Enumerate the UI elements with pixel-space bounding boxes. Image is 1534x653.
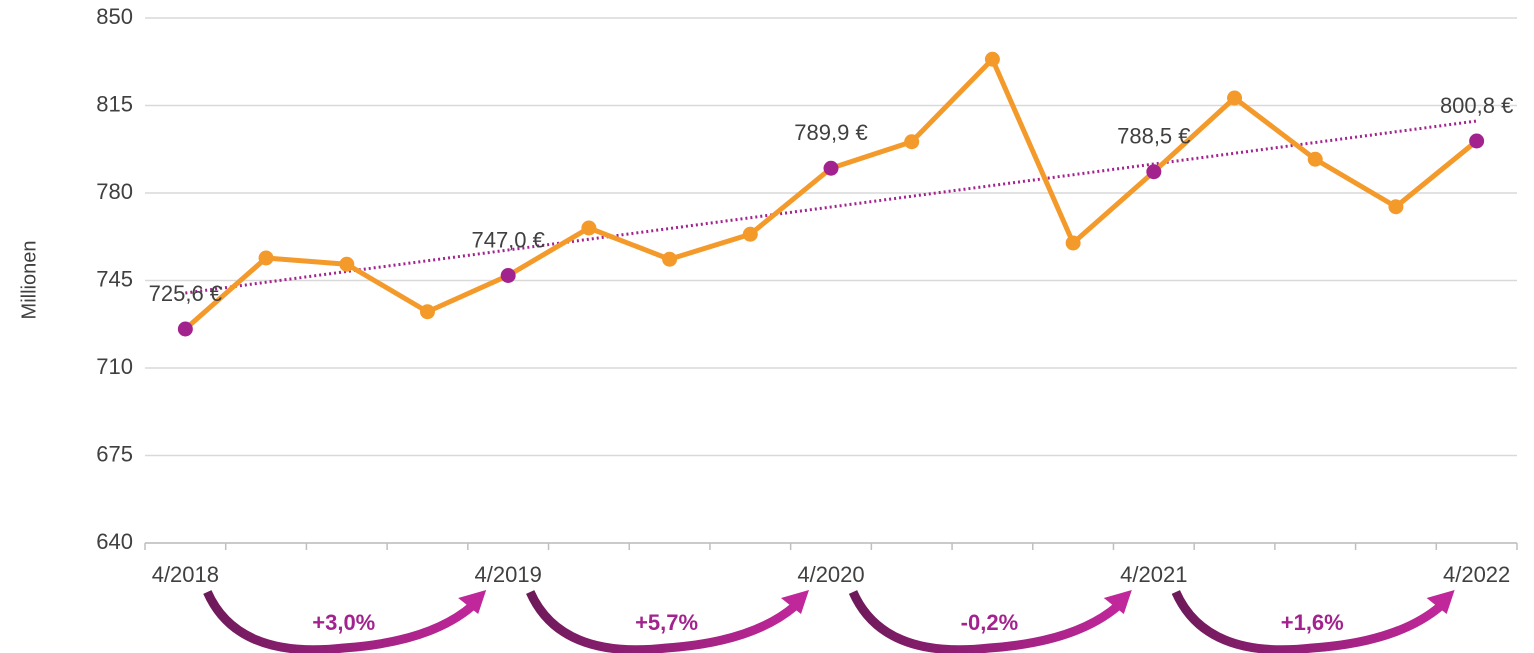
y-tick-label: 780 xyxy=(96,179,133,204)
x-tick-label: 4/2019 xyxy=(475,562,542,587)
x-tick-label: 4/2018 xyxy=(152,562,219,587)
y-tick-label: 675 xyxy=(96,441,133,466)
data-label: 788,5 € xyxy=(1117,124,1190,149)
data-label: 789,9 € xyxy=(794,120,867,145)
growth-label: -0,2% xyxy=(961,610,1018,635)
data-label: 725,6 € xyxy=(149,281,222,306)
data-point xyxy=(1307,151,1323,167)
data-point xyxy=(1227,90,1243,106)
data-point xyxy=(662,251,678,267)
data-point xyxy=(1065,235,1081,251)
data-point xyxy=(258,250,274,266)
data-point xyxy=(581,220,597,236)
data-point xyxy=(742,226,758,242)
data-point xyxy=(1469,133,1485,149)
x-tick-label: 4/2021 xyxy=(1120,562,1187,587)
data-point xyxy=(1388,199,1404,215)
data-label: 800,8 € xyxy=(1440,93,1513,118)
y-tick-label: 710 xyxy=(96,354,133,379)
data-point xyxy=(339,256,355,272)
arrow-head xyxy=(458,590,487,614)
data-point xyxy=(177,321,193,337)
y-axis-label: Millionen xyxy=(18,241,40,320)
data-point xyxy=(904,134,920,150)
trendline xyxy=(185,119,1477,295)
growth-label: +1,6% xyxy=(1281,610,1344,635)
growth-arrow xyxy=(1171,590,1444,653)
x-tick-label: 4/2020 xyxy=(797,562,864,587)
arrow-head xyxy=(781,590,809,614)
data-point xyxy=(984,51,1000,67)
y-tick-label: 745 xyxy=(96,266,133,291)
x-tick-label: 4/2022 xyxy=(1443,562,1510,587)
y-tick-label: 815 xyxy=(96,91,133,116)
growth-label: +3,0% xyxy=(312,610,375,635)
data-point xyxy=(823,160,839,176)
data-point xyxy=(419,304,435,320)
series-line xyxy=(183,56,1479,331)
data-point xyxy=(1146,164,1162,180)
growth-label: +5,7% xyxy=(635,610,698,635)
arrow-head xyxy=(1103,590,1132,614)
growth-arrow xyxy=(526,590,798,653)
y-tick-label: 640 xyxy=(96,529,133,554)
y-tick-label: 850 xyxy=(96,4,133,29)
data-point xyxy=(500,268,516,283)
arrow-head xyxy=(1426,590,1455,614)
growth-arrow xyxy=(203,590,476,653)
growth-arrow xyxy=(848,590,1121,653)
data-label: 747,0 € xyxy=(471,227,544,252)
